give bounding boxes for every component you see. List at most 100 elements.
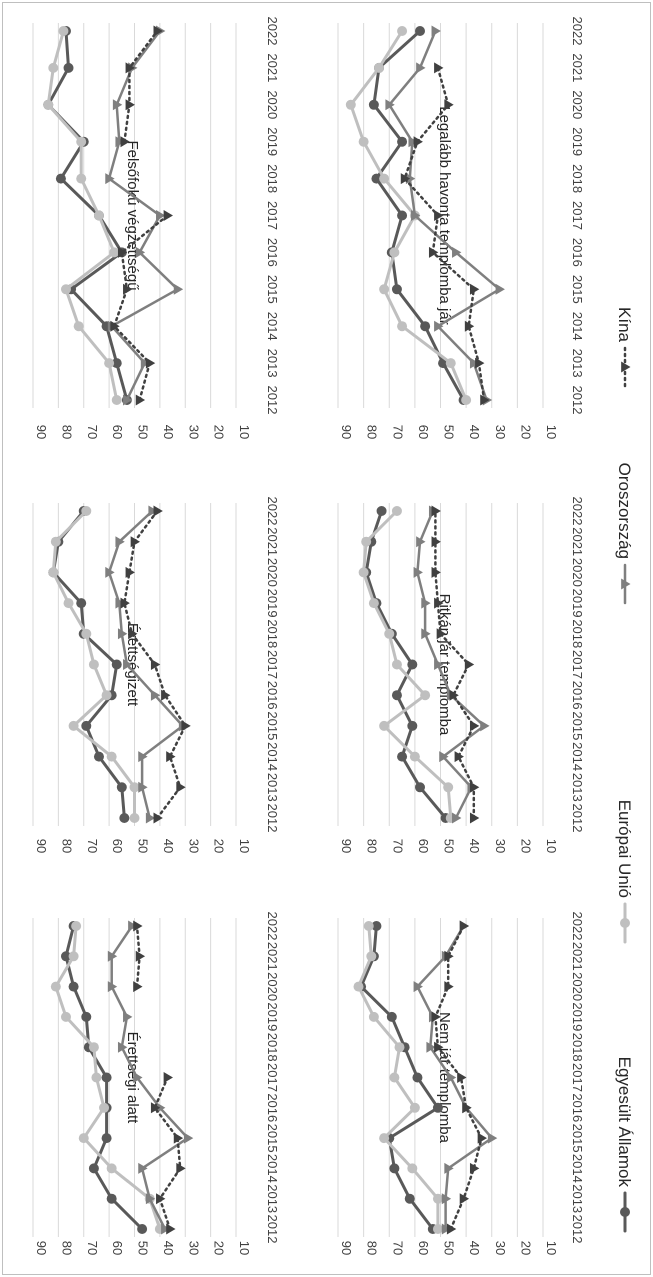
value-tick-label: 50	[136, 1241, 151, 1255]
category-tick-label: 2020	[570, 972, 585, 1001]
data-point	[81, 720, 92, 731]
value-tick-label: 70	[390, 1241, 405, 1255]
data-point	[358, 567, 369, 578]
value-tick-label: 20	[518, 425, 533, 439]
data-point	[81, 506, 92, 516]
data-point	[68, 951, 79, 962]
data-point	[138, 1162, 148, 1174]
data-point	[150, 689, 161, 701]
data-point	[457, 1072, 467, 1083]
data-point	[78, 1133, 89, 1144]
data-point	[371, 921, 382, 931]
value-tick-label: 20	[518, 1241, 533, 1255]
data-point	[445, 358, 456, 369]
legend-item-egyesult-allamok: Egyesült Államok	[615, 1057, 634, 1233]
category-tick-label: 2016	[570, 1093, 585, 1122]
data-point	[128, 920, 138, 932]
value-tick-label: 90	[339, 1241, 354, 1255]
series-oroszorszag	[107, 920, 194, 1235]
category-tick-label: 2017	[265, 201, 280, 230]
data-point	[386, 1011, 397, 1022]
series-line	[112, 214, 169, 402]
data-point	[125, 62, 135, 74]
category-tick-label: 2017	[265, 1063, 280, 1092]
data-point	[409, 751, 420, 762]
data-point	[487, 1132, 498, 1144]
series-oroszorszag	[413, 920, 498, 1235]
data-point	[408, 136, 418, 148]
data-point	[409, 1102, 420, 1113]
data-point	[111, 358, 122, 369]
series-oroszorszag	[105, 25, 184, 406]
category-tick-label: 2016	[570, 238, 585, 267]
data-point	[133, 920, 143, 932]
data-point	[426, 1041, 436, 1053]
data-point	[81, 628, 92, 639]
data-point	[148, 505, 158, 517]
data-point	[379, 720, 390, 731]
data-point	[446, 1223, 457, 1235]
data-point	[461, 395, 472, 405]
data-point	[161, 1223, 171, 1235]
data-point	[444, 99, 454, 111]
value-tick-label: 40	[161, 1241, 176, 1255]
panel-title: Érettségi alatt	[124, 1032, 141, 1125]
data-point	[116, 782, 127, 793]
data-point	[129, 782, 140, 793]
value-tick-label: 60	[416, 1241, 431, 1255]
series-oroszorszag	[105, 505, 189, 824]
category-tick-label: 2018	[570, 164, 585, 193]
data-point	[107, 981, 118, 993]
data-point	[112, 99, 123, 111]
legend-marker	[620, 1207, 630, 1217]
value-tick-label: 60	[416, 839, 431, 853]
data-point	[117, 628, 128, 640]
data-point	[76, 173, 87, 184]
data-point	[379, 173, 390, 184]
legend-label: Egyesült Államok	[615, 1057, 634, 1188]
legend-item-europai-unio: Európai Unió	[615, 800, 634, 944]
category-tick-label: 2020	[265, 558, 280, 587]
data-point	[379, 1133, 390, 1144]
data-point	[135, 246, 146, 258]
data-point	[101, 1133, 112, 1144]
data-point	[363, 921, 374, 931]
data-point	[454, 751, 464, 763]
series-europai-unio	[50, 921, 165, 1234]
data-point	[176, 781, 186, 793]
data-point	[421, 628, 431, 640]
category-tick-label: 2020	[570, 558, 585, 587]
series-line	[153, 1076, 182, 1231]
value-tick-label: 10	[544, 839, 559, 853]
data-point	[420, 321, 431, 332]
data-point	[411, 210, 421, 221]
category-tick-label: 2022	[265, 17, 280, 46]
value-tick-label: 80	[365, 839, 380, 853]
series-line	[46, 29, 129, 402]
value-tick-label: 70	[390, 425, 405, 439]
category-tick-label: 2013	[265, 1184, 280, 1213]
category-tick-label: 2019	[265, 127, 280, 156]
value-tick-label: 90	[339, 839, 354, 853]
value-tick-label: 30	[186, 839, 201, 853]
data-point	[464, 659, 475, 670]
category-tick-label: 2022	[570, 912, 585, 941]
data-point	[469, 1162, 480, 1174]
data-point	[391, 506, 402, 516]
value-tick-label: 60	[416, 425, 431, 439]
series-egyesult-allamok	[60, 921, 148, 1234]
value-tick-label: 80	[365, 1241, 380, 1255]
data-point	[111, 659, 122, 670]
data-point	[431, 566, 441, 578]
data-point	[432, 1193, 443, 1204]
data-point	[88, 659, 99, 670]
category-tick-label: 2017	[570, 201, 585, 230]
data-point	[444, 1162, 454, 1174]
category-tick-label: 2020	[265, 90, 280, 119]
data-point	[397, 751, 408, 762]
data-point	[55, 173, 66, 184]
data-point	[60, 1011, 71, 1022]
value-tick-label: 50	[442, 425, 457, 439]
category-tick-label: 2015	[570, 275, 585, 304]
category-tick-label: 2013	[570, 349, 585, 378]
